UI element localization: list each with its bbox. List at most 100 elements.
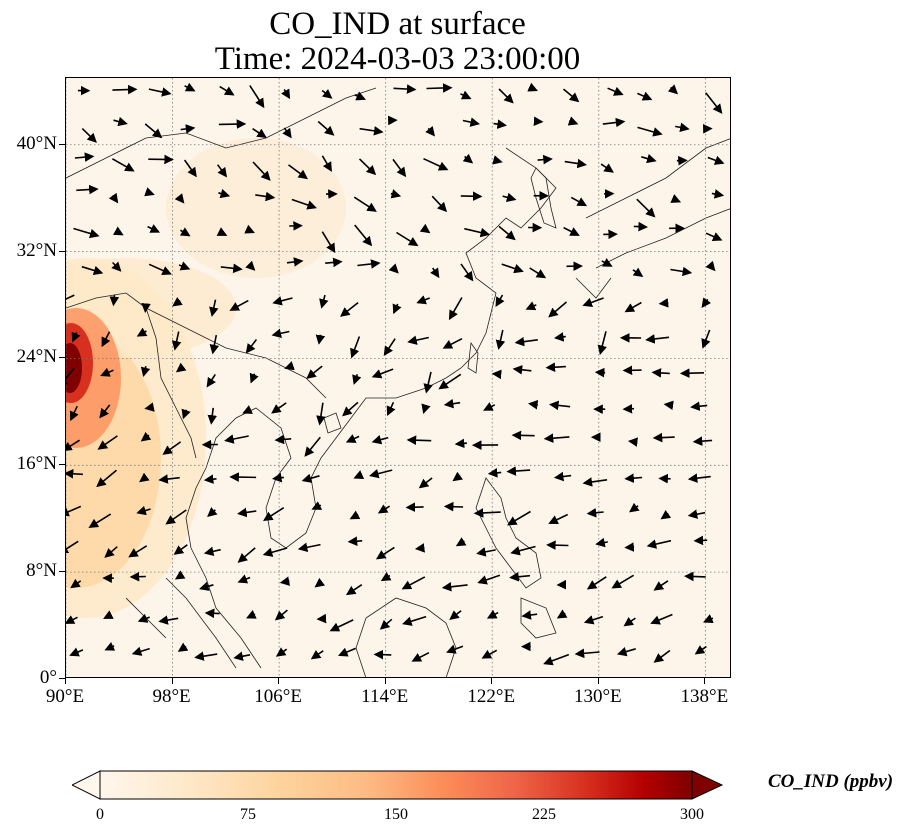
coast-indochina	[185, 407, 352, 669]
wind-vector-arrow	[242, 405, 253, 414]
wind-vector-arrow	[275, 647, 288, 657]
wind-vector-arrow	[460, 263, 474, 282]
wind-vector-arrow	[646, 539, 672, 549]
lat-tick-mark	[59, 464, 65, 466]
wind-vector-arrow	[564, 158, 587, 169]
lon-tick-label: 98°E	[152, 686, 191, 707]
wind-vector-arrow	[407, 335, 429, 345]
wind-vector-arrow	[694, 645, 707, 655]
wind-vector-arrow	[180, 124, 196, 134]
wind-vector-arrow	[136, 505, 151, 516]
wind-vector-arrow	[139, 472, 150, 483]
wind-vector-arrow	[506, 466, 531, 476]
wind-vector-arrow	[512, 365, 532, 375]
wind-vector-arrow	[675, 122, 690, 133]
wind-vector-arrow	[667, 84, 679, 95]
wind-vector-arrow	[597, 331, 607, 356]
wind-vector-arrow	[705, 260, 716, 272]
wind-vector-arrow	[510, 545, 536, 556]
wind-vector-arrow	[103, 610, 114, 619]
wind-vector-arrow	[209, 334, 220, 355]
wind-vector-arrow	[220, 263, 243, 274]
wind-vector-arrow	[624, 473, 643, 483]
wind-vector-arrow	[653, 580, 669, 591]
wind-vector-arrow	[357, 259, 381, 269]
wind-vector-arrow	[624, 301, 642, 313]
wind-vector-arrow	[507, 510, 531, 526]
lat-tick-mark	[59, 357, 65, 359]
wind-vector-arrow	[373, 649, 392, 660]
wind-vector-arrow	[281, 88, 291, 100]
wind-vector-arrow	[452, 471, 463, 482]
coastlines	[66, 87, 730, 677]
wind-vector-arrow	[527, 82, 538, 92]
wind-vector-arrow	[76, 184, 99, 195]
wind-vector-arrow	[623, 616, 636, 627]
wind-vector-arrow	[237, 547, 256, 563]
wind-vector-arrow	[279, 576, 291, 586]
wind-vector-arrow	[375, 546, 395, 560]
wind-vector-arrow	[426, 83, 453, 93]
map-canvas	[66, 78, 730, 677]
lon-tick-label: 122°E	[467, 686, 516, 707]
wind-vector-arrow	[144, 123, 163, 139]
wind-vector-arrow	[563, 226, 580, 236]
wind-vector-arrow	[679, 368, 705, 378]
lon-tick-mark	[65, 678, 66, 684]
wind-vector-arrow	[495, 294, 505, 307]
wind-vector-arrow	[371, 368, 394, 379]
wind-vector-arrow	[633, 221, 648, 232]
wind-vector-arrow	[319, 294, 329, 309]
wind-vector-arrow	[207, 507, 218, 517]
wind-vector-arrow	[377, 504, 391, 514]
wind-vector-arrow	[181, 408, 191, 420]
wind-vector-arrow	[692, 436, 713, 446]
colorbar-tick-label: 0	[96, 806, 104, 823]
wind-vector-arrow	[284, 361, 295, 371]
wind-vector-arrow	[443, 398, 461, 409]
wind-vector-arrow	[194, 651, 218, 661]
wind-vector-arrow	[594, 367, 606, 378]
wind-vector-arrow	[340, 301, 359, 317]
colorbar-tick-label: 150	[384, 806, 408, 823]
wind-vector-arrow	[684, 571, 706, 582]
wind-vector-arrow	[641, 153, 657, 164]
wind-vector-arrow	[622, 404, 635, 414]
wind-vector-arrow	[263, 507, 285, 521]
wind-vector-arrow	[690, 401, 708, 411]
wind-vector-arrow	[178, 261, 191, 271]
map-plot-area[interactable]	[65, 77, 731, 678]
lat-tick-mark	[59, 143, 65, 145]
wind-vector-arrow	[174, 193, 185, 204]
wind-vector-arrow	[338, 647, 356, 657]
wind-vector-arrow	[141, 302, 151, 313]
wind-vector-arrow	[390, 189, 402, 199]
wind-vector-arrow	[204, 608, 220, 619]
wind-vector-arrow	[325, 257, 343, 268]
lon-tick-label: 138°E	[680, 686, 729, 707]
wind-vector-arrow	[353, 196, 377, 212]
wind-vector-arrow	[687, 509, 706, 519]
wind-vector-arrow	[148, 263, 172, 275]
wind-vector-arrow	[147, 224, 161, 233]
wind-vector-arrow	[476, 547, 496, 557]
wind-vector-arrow	[104, 641, 116, 651]
wind-vector-arrow	[423, 371, 433, 394]
wind-vector-arrow	[548, 513, 569, 525]
wind-vector-arrow	[660, 509, 672, 520]
wind-vector-arrow	[69, 647, 84, 657]
wind-vector-arrow	[301, 473, 320, 483]
lat-tick-label: 16°N	[16, 453, 57, 475]
wind-vector-arrow	[393, 84, 417, 94]
wind-vector-arrow	[128, 545, 148, 558]
wind-vector-arrow	[274, 609, 288, 621]
wind-vector-arrow	[383, 338, 396, 357]
wind-vector-arrow	[462, 153, 474, 164]
wind-vector-arrow	[237, 574, 251, 584]
wind-vector-arrow	[73, 227, 100, 239]
wind-vector-arrow	[66, 615, 78, 624]
wind-vector-arrow	[419, 223, 431, 234]
wind-vector-arrow	[421, 403, 431, 415]
wind-vector-arrow	[317, 120, 335, 136]
wind-vector-arrow	[369, 468, 393, 479]
